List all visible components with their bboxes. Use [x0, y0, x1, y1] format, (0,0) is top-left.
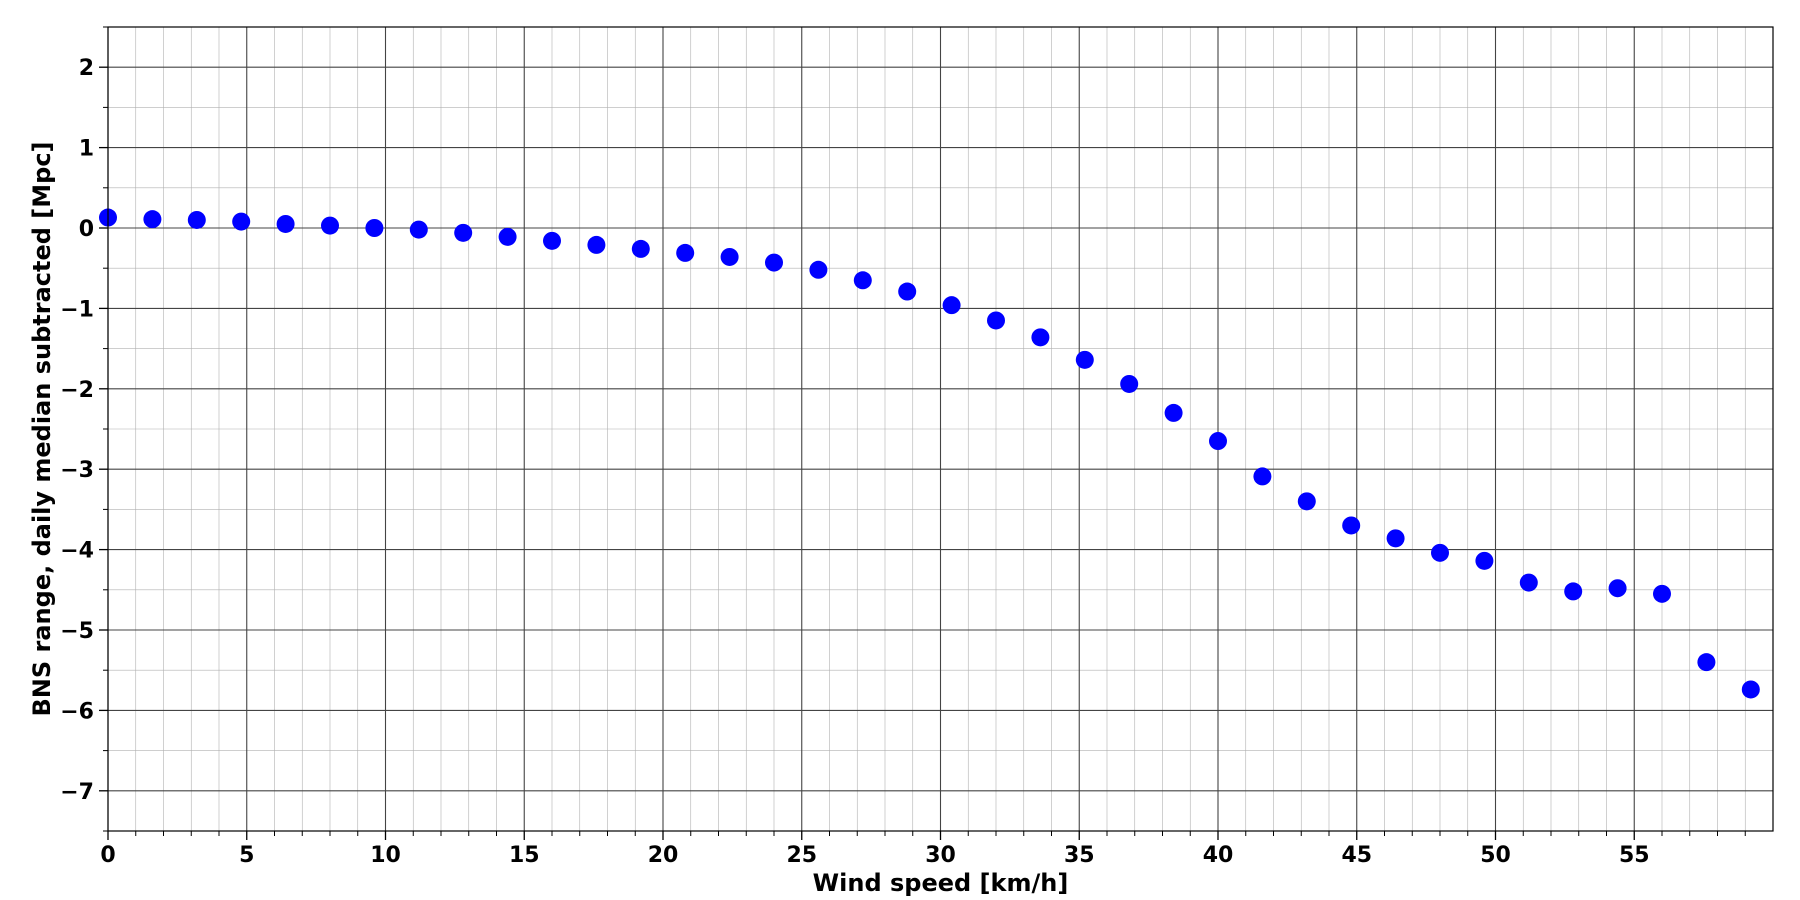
- y-tick-label: 0: [79, 217, 94, 242]
- axis-ticks: [99, 26, 1746, 840]
- tick-labels: 0 5 10 15 20 25 30 35 40 45 50 55 −7 −6 −5 −4 −3 −2 −1 0 1 2: [60, 56, 1649, 868]
- x-tick-label: 45: [1341, 843, 1372, 868]
- data-point: [1697, 653, 1716, 672]
- x-tick-label: 0: [100, 843, 115, 868]
- x-tick-label: 5: [239, 843, 254, 868]
- data-point: [276, 214, 295, 233]
- x-tick-label: 15: [509, 843, 540, 868]
- data-point: [543, 231, 561, 250]
- plot-frame: [107, 26, 1774, 832]
- data-point: [765, 253, 783, 272]
- x-tick-label: 50: [1480, 843, 1511, 868]
- data-point: [809, 260, 828, 279]
- data-point: [1031, 328, 1050, 347]
- data-point: [631, 239, 650, 258]
- y-tick-label: −2: [60, 378, 94, 403]
- y-tick-label: −4: [60, 539, 94, 564]
- data-point: [1564, 582, 1583, 601]
- data-point: [1209, 432, 1227, 451]
- data-point: [1519, 573, 1538, 592]
- x-tick-label: 30: [925, 843, 956, 868]
- x-tick-label: 20: [648, 843, 679, 868]
- y-axis-label: BNS range, daily median subtracted [Mpc]: [28, 141, 56, 716]
- data-point: [1608, 579, 1627, 598]
- data-point: [1342, 516, 1361, 535]
- data-point: [143, 210, 162, 229]
- x-tick-label: 10: [370, 843, 401, 868]
- data-point: [321, 216, 339, 235]
- x-tick-label: 55: [1619, 843, 1650, 868]
- x-tick-label: 35: [1064, 843, 1095, 868]
- data-point: [1741, 680, 1760, 699]
- x-tick-label: 40: [1203, 843, 1234, 868]
- data-point: [898, 282, 917, 301]
- data-point: [1120, 374, 1139, 393]
- y-tick-label: −7: [60, 780, 94, 805]
- y-tick-label: 1: [79, 137, 94, 162]
- data-point: [498, 227, 517, 246]
- data-point: [1386, 529, 1405, 548]
- data-point: [1164, 403, 1183, 422]
- x-axis-label: Wind speed [km/h]: [813, 869, 1069, 897]
- x-tick-label: 25: [786, 843, 817, 868]
- data-point: [454, 223, 473, 242]
- data-point: [365, 219, 384, 237]
- data-point: [1475, 551, 1494, 570]
- data-point: [720, 247, 739, 266]
- data-point: [676, 243, 695, 262]
- major-grid: [107, 27, 1773, 831]
- data-point: [1253, 467, 1272, 486]
- data-point: [1653, 584, 1671, 603]
- data-point: [987, 311, 1005, 330]
- y-tick-label: −1: [60, 297, 94, 322]
- y-tick-label: −5: [60, 619, 94, 644]
- data-point: [587, 235, 606, 254]
- data-point: [853, 271, 872, 290]
- data-point: [409, 220, 428, 239]
- data-point: [1297, 492, 1316, 511]
- y-tick-label: −6: [60, 699, 94, 724]
- y-tick-label: 2: [79, 56, 94, 81]
- data-point: [942, 296, 961, 315]
- y-tick-label: −3: [60, 458, 94, 483]
- data-point: [1431, 543, 1449, 562]
- data-point: [232, 212, 251, 231]
- data-points: [99, 208, 1760, 699]
- data-point: [187, 210, 206, 229]
- data-point: [1075, 350, 1094, 369]
